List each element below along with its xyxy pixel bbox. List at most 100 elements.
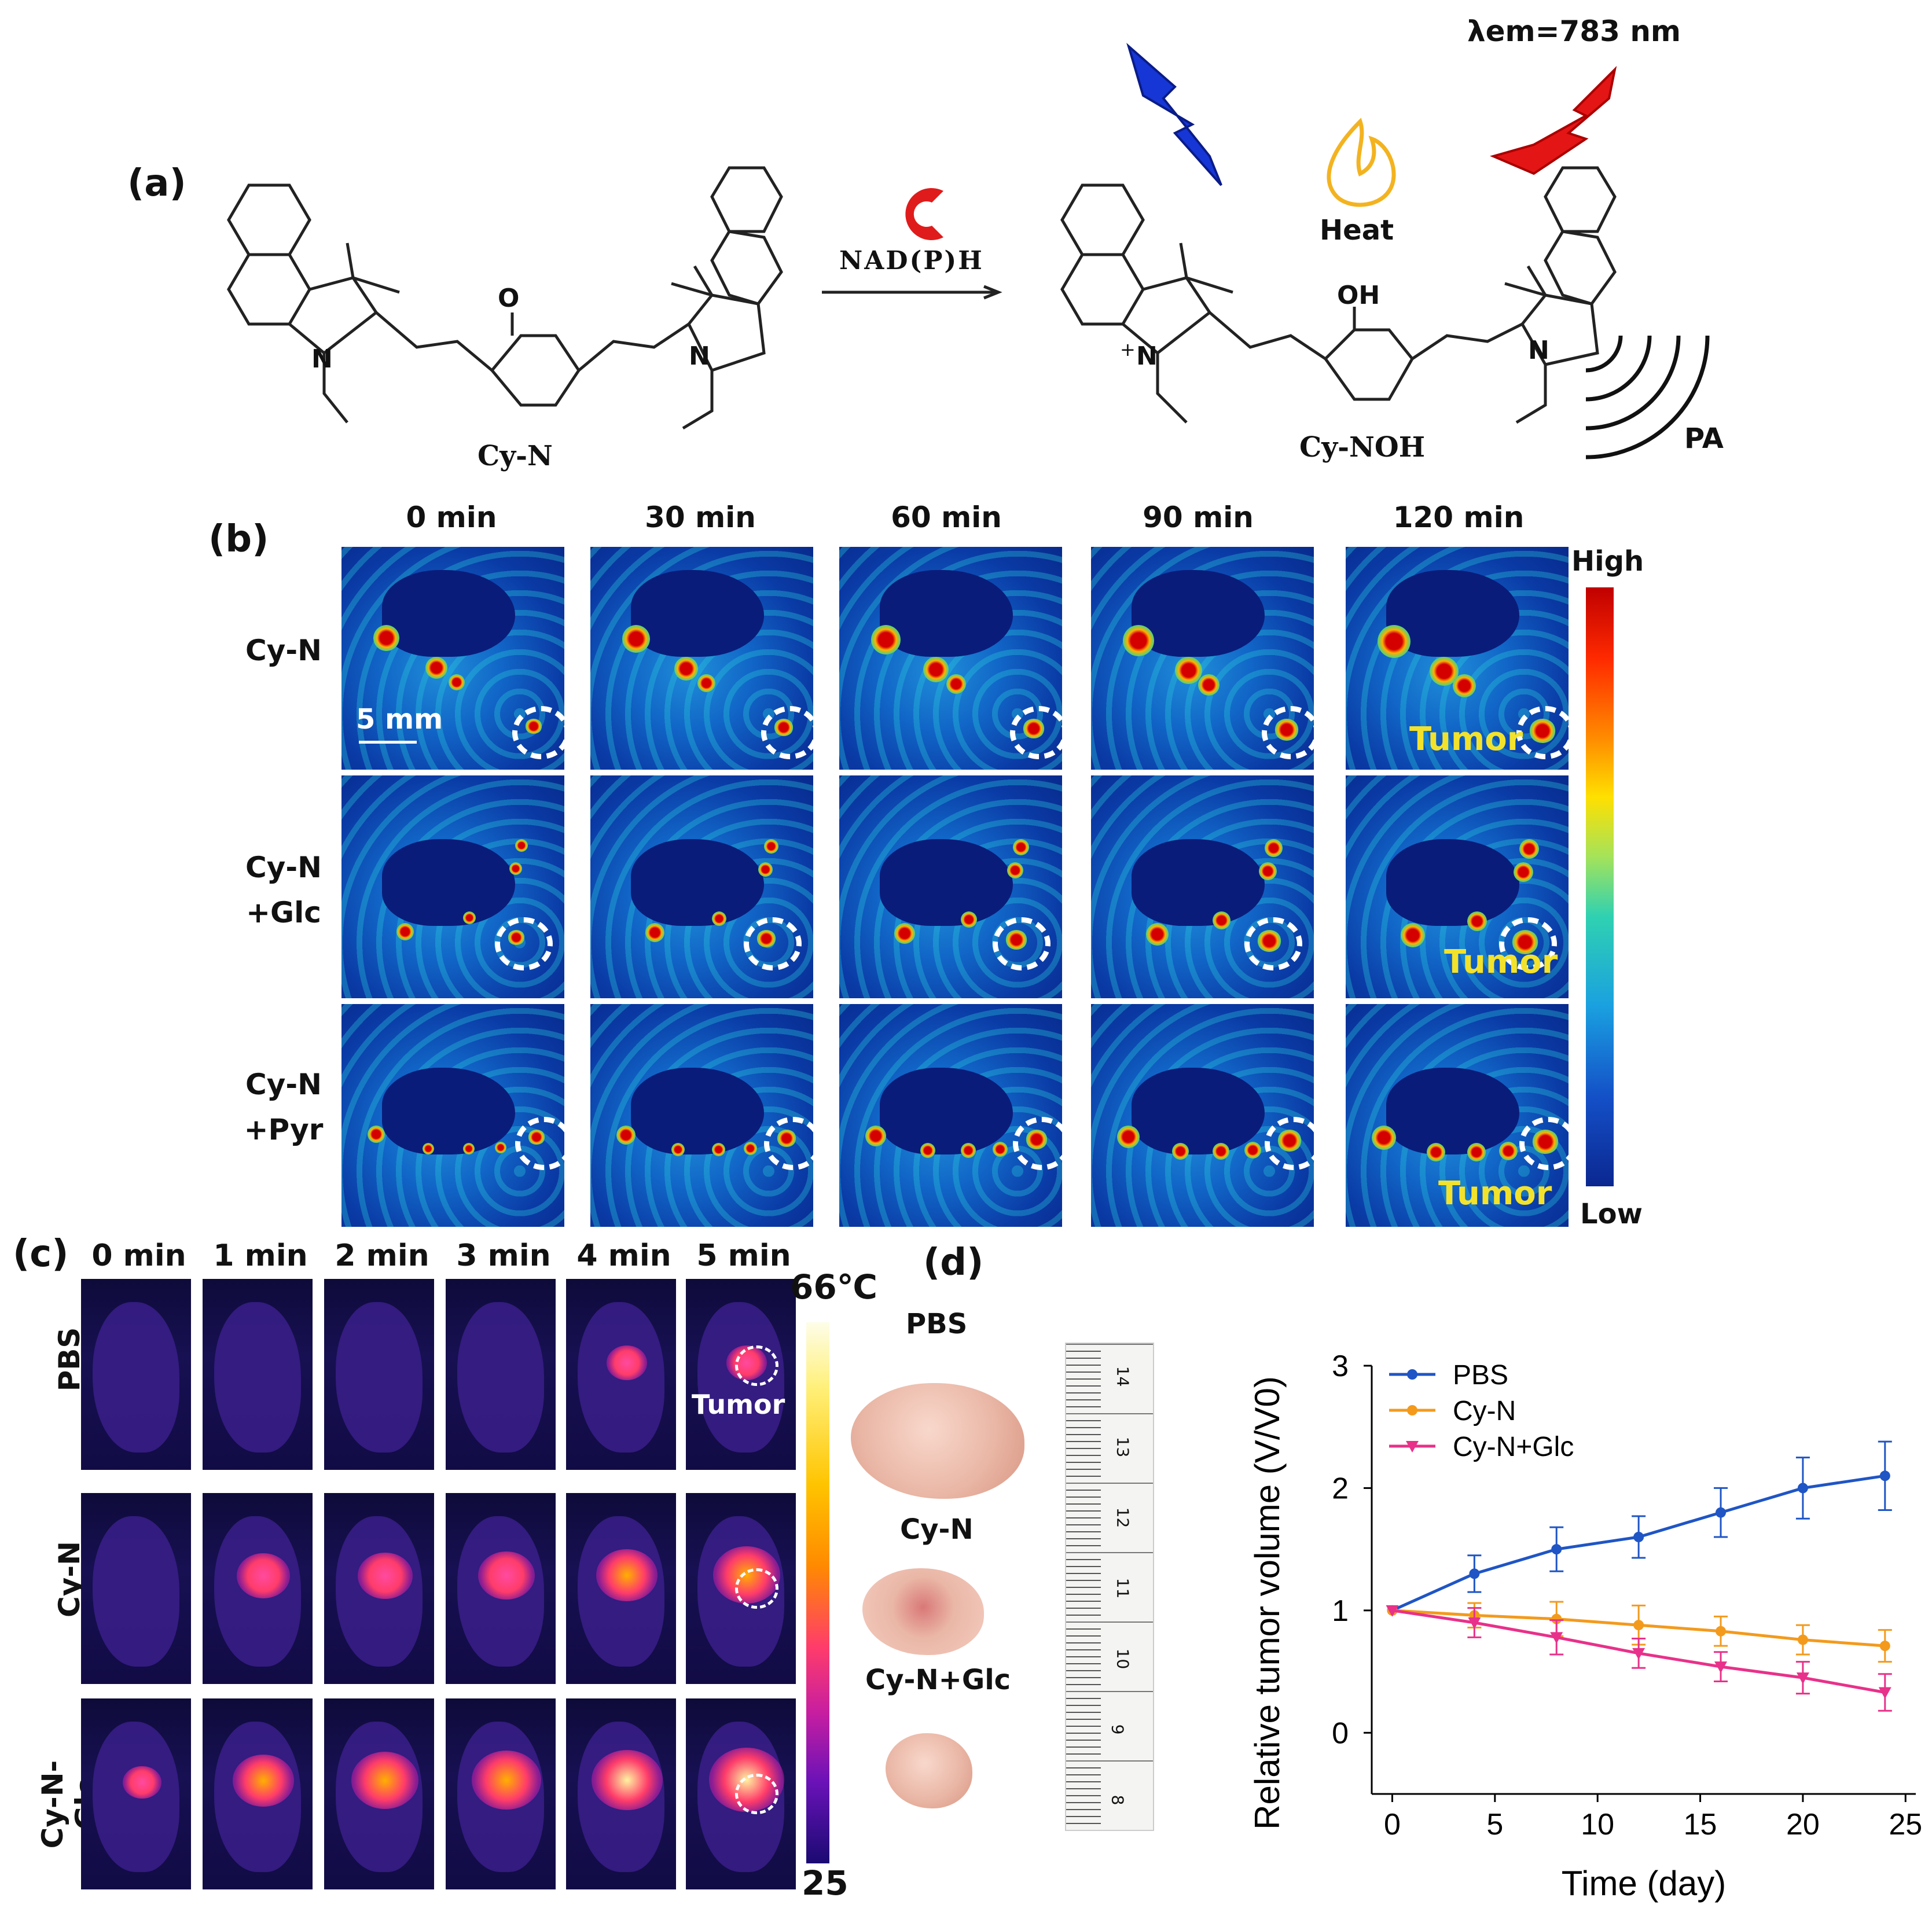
tumor-label-row3: Tumor — [1438, 1175, 1552, 1212]
n-right-label: N — [689, 341, 710, 371]
product-name: Cy-NOH — [1299, 431, 1426, 464]
ir-tumor-circle — [735, 1774, 778, 1814]
ir-time-header: 4 min — [576, 1238, 671, 1273]
data-point — [1551, 1613, 1562, 1624]
tumor-circle — [1010, 706, 1062, 759]
tumor-circle — [761, 706, 813, 759]
ir-image-tile — [566, 1493, 676, 1684]
ir-image-tile — [566, 1698, 676, 1889]
x-axis-label: Time (day) — [1562, 1864, 1726, 1903]
legend-label: Cy-N — [1453, 1396, 1516, 1426]
tumor-photo-pbs — [851, 1383, 1024, 1499]
pa-image-tile — [839, 775, 1062, 998]
ruler: 14 13 12 11 10 9 8 — [1065, 1343, 1154, 1831]
data-point — [1633, 1532, 1644, 1542]
pa-image-tile — [839, 1004, 1062, 1227]
x-tick-label: 15 — [1684, 1808, 1717, 1841]
photo-label-pbs: PBS — [906, 1308, 968, 1340]
ruler-number: 12 — [1113, 1507, 1133, 1528]
pa-time-120: 120 min — [1393, 501, 1525, 534]
data-point — [1386, 1605, 1399, 1617]
x-tick-label: 0 — [1384, 1808, 1401, 1841]
photo-label-glc: Cy-N+Glc — [865, 1664, 1011, 1696]
ir-image-tile — [324, 1279, 434, 1470]
ir-time-header: 3 min — [456, 1238, 551, 1273]
pa-time-90: 90 min — [1143, 501, 1254, 534]
tumor-circle — [495, 917, 553, 970]
ir-image-tile — [81, 1279, 191, 1470]
pa-image-tile — [590, 775, 813, 998]
scale-bar — [359, 741, 417, 744]
x-tick-label: 5 — [1486, 1808, 1503, 1841]
x-tick-label: 25 — [1889, 1808, 1922, 1841]
ir-image-tile — [686, 1698, 796, 1889]
legend-marker — [1406, 1441, 1419, 1453]
ir-time-header: 5 min — [696, 1238, 791, 1273]
legend-marker — [1407, 1405, 1417, 1415]
tumor-photo-glc — [886, 1733, 972, 1808]
data-point — [1878, 1687, 1891, 1699]
cy-n-structure — [227, 166, 1002, 430]
pa-image-tile — [590, 547, 813, 770]
y-tick-label: 0 — [1332, 1716, 1349, 1750]
ruler-number: 10 — [1113, 1648, 1133, 1670]
panel-d-label: (d) — [923, 1241, 984, 1284]
ir-image-tile — [203, 1493, 313, 1684]
ruler-number: 9 — [1108, 1724, 1127, 1735]
carbonyl-o-label: O — [498, 284, 520, 313]
pa-image-tile — [590, 1004, 813, 1227]
hydroxyl-label: OH — [1337, 281, 1380, 310]
heat-flame-icon — [1327, 117, 1396, 207]
n-plus-label: N — [1136, 341, 1158, 371]
pa-time-0: 0 min — [406, 501, 497, 534]
pa-image-tile — [1091, 1004, 1314, 1227]
tumor-circle — [1244, 917, 1302, 970]
ir-time-header: 0 min — [91, 1238, 186, 1273]
tumor-volume-chart: 0 5 10 15 20 25 0 1 2 3 Time (day) Relative tumor v… — [1248, 1350, 1922, 1903]
photo-label-cyn: Cy-N — [900, 1513, 974, 1546]
red-lightning-icon — [1490, 65, 1617, 175]
n-left-label: N — [311, 344, 333, 374]
colorbar-high: High — [1571, 545, 1644, 578]
tumor-circle — [512, 706, 564, 759]
pa-image-tile — [839, 547, 1062, 770]
data-point — [1879, 1641, 1890, 1652]
ir-image-tile — [324, 1698, 434, 1889]
ir-time-header: 1 min — [213, 1238, 308, 1273]
data-point — [1714, 1661, 1728, 1674]
tumor-circle — [764, 1117, 813, 1170]
pa-image-tile — [341, 547, 564, 770]
pa-image-tile — [1091, 547, 1314, 770]
heat-label: Heat — [1320, 214, 1394, 247]
tumor-photo-cyn — [862, 1568, 984, 1655]
reagent-name: NAD(P)H — [839, 246, 984, 275]
ir-colorbar — [806, 1322, 829, 1863]
ir-tumor-circle — [735, 1345, 778, 1386]
ir-image-tile — [446, 1698, 556, 1889]
pa-colorbar — [1586, 587, 1614, 1186]
y-tick-label: 2 — [1332, 1472, 1349, 1505]
tumor-circle — [1265, 1117, 1314, 1170]
pa-image-tile — [1091, 775, 1314, 998]
data-point — [1716, 1507, 1727, 1518]
pa-time-60: 60 min — [891, 501, 1002, 534]
reactant-name: Cy-N — [478, 440, 553, 472]
pa-row-label-cyn: Cy-N — [245, 634, 322, 667]
tumor-circle — [515, 1117, 564, 1170]
tumor-label-row2: Tumor — [1444, 943, 1558, 981]
y-tick-label: 1 — [1332, 1594, 1349, 1628]
tumor-circle — [1262, 706, 1314, 759]
enzyme-icon — [905, 187, 943, 240]
pa-image-tile — [1346, 547, 1569, 770]
pa-row-label-pyr: Cy-N +Pyr — [244, 1068, 324, 1146]
pa-time-30: 30 min — [645, 501, 756, 534]
tumor-circle — [1519, 1117, 1569, 1170]
pa-image-tile — [341, 775, 564, 998]
panel-c-label: (c) — [13, 1233, 69, 1275]
pa-image-tile — [1346, 775, 1569, 998]
ir-time-header: 2 min — [335, 1238, 429, 1273]
legend-label: PBS — [1453, 1360, 1508, 1391]
ir-image-tile — [203, 1698, 313, 1889]
ir-colorbar-min: 25 — [802, 1863, 849, 1903]
panel-a-label: (a) — [127, 162, 186, 205]
